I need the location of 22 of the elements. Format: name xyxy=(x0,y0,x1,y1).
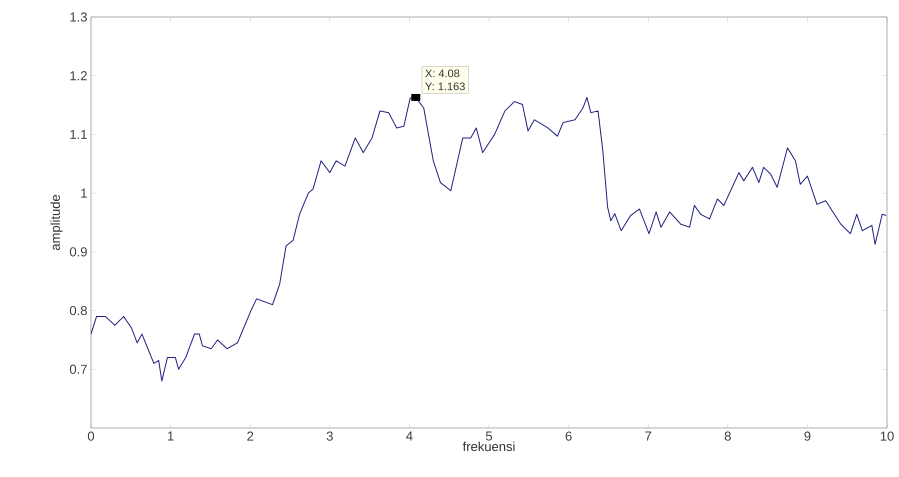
x-tick-label: 6 xyxy=(566,432,572,441)
y-axis-title: amplitude xyxy=(50,194,63,250)
x-tick-label: 4 xyxy=(406,432,413,440)
y-tick-label: 1 xyxy=(81,188,87,198)
x-tick-label: 2 xyxy=(247,432,254,441)
x-tick-label: 8 xyxy=(724,432,731,441)
y-tick-label: 0.9 xyxy=(70,247,87,256)
x-axis-title: frekuensi xyxy=(462,442,514,452)
annotation: Y: 1.163 xyxy=(425,82,465,90)
x-tick-label: 7 xyxy=(645,432,652,440)
y-tick-label: 1.3 xyxy=(70,12,87,22)
y-tick-label: 0.7 xyxy=(70,364,87,374)
y-tick-label: 1.1 xyxy=(70,130,87,139)
annotation: X: 4.08 xyxy=(425,69,460,78)
x-tick-label: 3 xyxy=(326,432,333,441)
x-tick-label: 5 xyxy=(486,432,492,441)
y-tick-label: 0.8 xyxy=(70,306,87,316)
x-tick-label: 1 xyxy=(168,432,174,440)
x-tick-label: 0 xyxy=(88,432,94,441)
x-tick-label: 9 xyxy=(804,432,810,441)
y-tick-label: 1.2 xyxy=(70,71,87,80)
x-tick-label: 10 xyxy=(880,432,894,441)
